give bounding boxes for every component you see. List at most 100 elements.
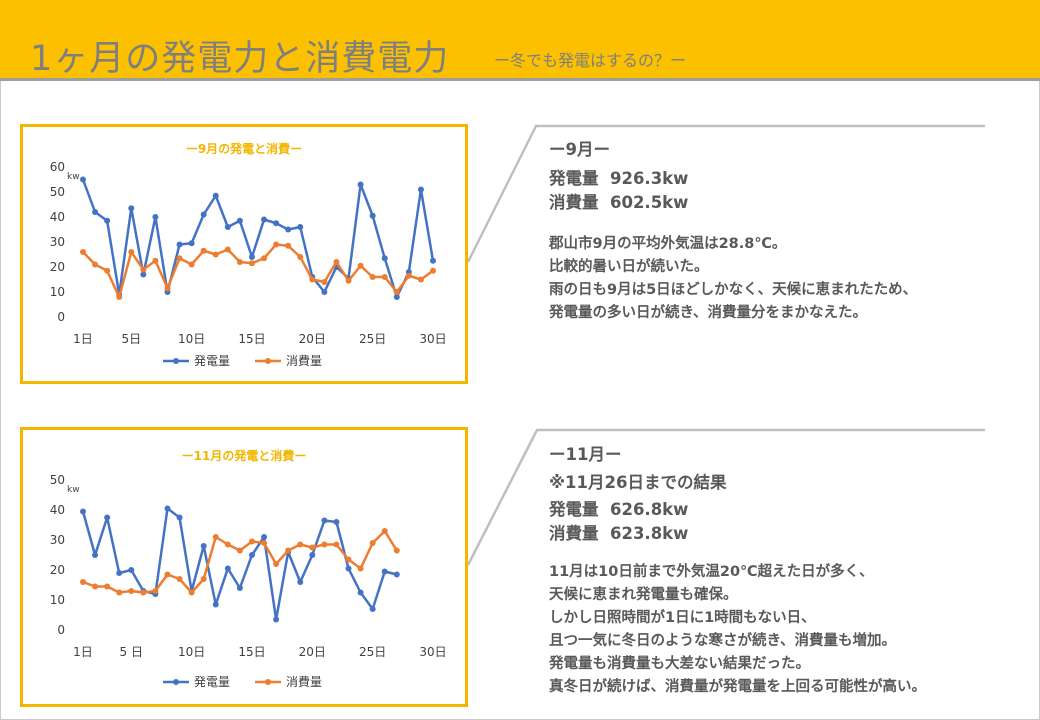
data-point [200,543,207,549]
data-point [405,272,412,279]
header-divider [0,78,1040,81]
data-point [176,576,183,582]
x-tick-label: 10日 [178,332,205,346]
november-note-4: 且つ一気に冬日のような寒さが続き、消費量も増加。 [549,633,896,649]
x-tick-label: 10日 [178,645,205,659]
data-point [140,266,147,273]
data-point [393,294,400,300]
data-point [164,285,171,292]
data-point [297,541,304,548]
november-note-5: 発電量も消費量も大差ない結果だった。 [549,656,810,672]
y-tick-label: 30 [50,533,65,547]
y-tick-label: 10 [50,593,65,607]
data-point [116,589,123,596]
november-note-2: 天候に恵まれ発電量も確保。 [549,587,738,603]
chart-title: ー11月の発電と消費ー [182,448,307,463]
chart-title: ー9月の発電と消費ー [186,141,302,156]
y-tick-label: 0 [57,310,65,324]
data-point [261,540,268,546]
data-point [164,571,171,578]
data-point [417,186,424,193]
data-point [200,576,207,582]
x-tick-label: 5 日 [120,645,143,659]
data-point [200,247,207,254]
page-subtitle: ー冬でも発電はするの？ー [494,51,687,70]
data-point [357,262,364,269]
data-point [285,547,292,554]
data-point [128,249,135,255]
data-point [224,224,231,230]
legend-label: 発電量 [194,675,230,689]
data-point [104,583,111,590]
y-tick-label: 0 [57,623,65,637]
data-point [224,565,231,572]
data-point [212,601,219,608]
data-point [321,541,328,548]
data-point [357,589,364,596]
data-point [104,267,111,274]
y-tick-label: 20 [50,563,65,577]
x-tick-label: 20日 [299,645,326,659]
november-note-6: 真冬日が続けば、消費量が発電量を上回る可能性が高い。 [549,679,926,695]
x-tick-label: 25日 [359,332,386,346]
data-point [248,254,255,260]
data-point [212,251,219,258]
data-point [261,216,268,223]
data-point [104,514,111,521]
data-point [152,588,159,594]
data-point [430,267,436,274]
data-point [188,261,195,268]
x-tick-label: 1日 [73,332,93,346]
y-unit-label: kw [67,172,80,182]
series-line-consumption [82,243,434,299]
data-point [309,552,316,558]
data-point [381,568,388,575]
y-unit-label: kw [67,485,80,495]
legend-marker [265,679,271,685]
data-point [212,192,219,199]
data-point [176,255,183,262]
data-point [116,570,123,576]
x-tick-label: 20日 [299,332,326,346]
data-point [140,589,147,596]
data-point [80,249,86,255]
data-point [369,540,376,546]
data-point [309,544,316,551]
data-point [80,579,86,585]
data-point [333,541,340,548]
data-point [236,585,243,591]
data-point [128,588,135,594]
data-point [321,289,328,295]
november-note-3: しかし日照時間が1日に1時間もない日、 [549,610,816,626]
september-heading: ー9月ー [549,140,610,159]
data-point [393,571,400,578]
legend-marker [173,358,179,364]
november-result-note: ※11月26日までの結果 [549,473,727,492]
data-point [381,255,388,262]
data-point [176,514,183,521]
data-point [357,565,364,572]
data-point [369,274,376,280]
data-point [92,583,99,590]
data-point [345,565,352,572]
data-point [285,242,292,249]
data-point [381,528,388,534]
data-point [248,260,255,267]
data-point [164,505,171,512]
data-point [104,217,111,224]
legend-marker [173,679,179,685]
data-point [92,261,99,268]
data-point [333,519,340,525]
y-tick-label: 50 [50,473,65,487]
data-point [236,547,243,554]
data-point [369,212,376,219]
y-tick-label: 20 [50,260,65,274]
data-point [309,276,316,283]
september-consumption: 消費量 602.5kw [549,193,689,212]
series-line-generation [81,179,435,299]
data-point [224,246,231,253]
data-point [236,259,243,265]
november-chart-panel: ー11月の発電と消費ー 0 10 20 30 40 50 kw 1日 5 日 10日 15日 20日 25… [20,427,468,707]
data-point [430,257,436,264]
